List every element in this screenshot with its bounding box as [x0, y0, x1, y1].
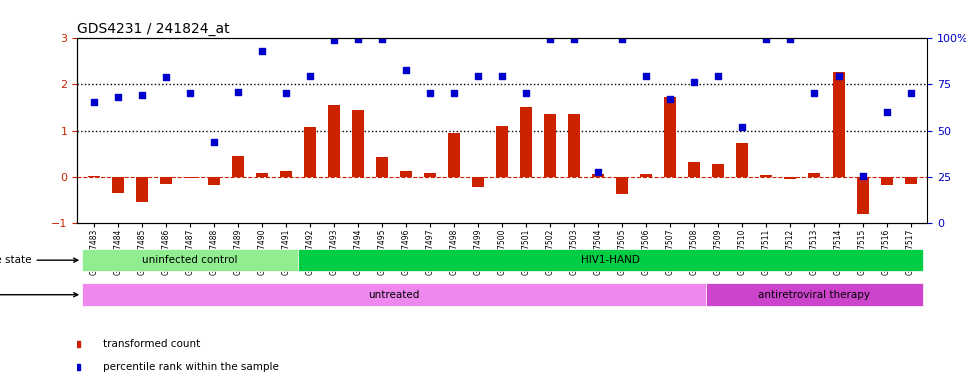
Point — [231, 89, 246, 95]
Bar — [592, 174, 605, 177]
Point — [207, 139, 222, 145]
Bar — [809, 173, 820, 177]
Bar — [328, 105, 340, 177]
Point — [879, 109, 895, 115]
Bar — [545, 114, 556, 177]
Bar — [640, 174, 652, 177]
Point — [590, 169, 606, 175]
Bar — [736, 144, 749, 177]
Point — [375, 36, 390, 42]
Bar — [88, 176, 100, 177]
Point — [70, 364, 85, 370]
Point — [134, 91, 150, 98]
Bar — [833, 71, 844, 177]
FancyBboxPatch shape — [82, 249, 298, 271]
Bar — [689, 162, 700, 177]
Point — [158, 74, 174, 80]
FancyBboxPatch shape — [706, 283, 923, 306]
Bar — [400, 171, 412, 177]
Point — [903, 90, 919, 96]
Point — [639, 73, 654, 79]
Point — [446, 90, 462, 96]
Bar — [376, 157, 388, 177]
Bar — [112, 177, 124, 193]
Text: uninfected control: uninfected control — [142, 255, 238, 265]
Point — [183, 90, 198, 96]
Bar — [136, 177, 148, 202]
Text: disease state: disease state — [0, 255, 77, 265]
Point — [399, 67, 414, 73]
Point — [687, 79, 702, 85]
Text: untreated: untreated — [369, 290, 420, 300]
Text: HIV1-HAND: HIV1-HAND — [581, 255, 639, 265]
Bar — [208, 177, 220, 185]
Bar — [616, 177, 629, 194]
Bar — [521, 107, 532, 177]
Bar — [304, 127, 316, 177]
Text: GDS4231 / 241824_at: GDS4231 / 241824_at — [77, 22, 230, 36]
Point — [758, 36, 774, 42]
Bar — [881, 177, 893, 185]
Point — [735, 124, 751, 130]
Bar — [665, 98, 676, 177]
Point — [663, 96, 678, 102]
Text: antiretroviral therapy: antiretroviral therapy — [758, 290, 870, 300]
Bar — [353, 110, 364, 177]
Text: transformed count: transformed count — [102, 339, 200, 349]
Point — [495, 73, 510, 79]
Bar — [784, 177, 797, 179]
Point — [110, 94, 126, 101]
Bar — [760, 175, 773, 177]
Bar — [160, 177, 172, 184]
Bar — [713, 164, 724, 177]
Bar — [256, 173, 269, 177]
Point — [807, 90, 822, 96]
Point — [519, 90, 534, 96]
Point — [543, 36, 558, 42]
Point — [614, 36, 630, 42]
Point — [254, 48, 270, 55]
Point — [278, 90, 294, 96]
Point — [351, 36, 366, 42]
Point — [327, 37, 342, 43]
Bar — [232, 156, 244, 177]
Point — [86, 99, 101, 105]
Point — [782, 36, 798, 42]
Bar — [857, 177, 868, 214]
Bar — [448, 133, 460, 177]
Point — [831, 73, 846, 79]
Text: percentile rank within the sample: percentile rank within the sample — [102, 362, 278, 372]
Point — [470, 73, 486, 79]
Point — [567, 36, 582, 42]
Text: agent: agent — [0, 290, 77, 300]
Point — [855, 173, 870, 179]
Point — [302, 73, 318, 79]
Bar — [280, 171, 292, 177]
Point — [70, 341, 85, 347]
Bar — [472, 177, 484, 187]
Point — [711, 73, 726, 79]
Bar — [568, 114, 581, 177]
FancyBboxPatch shape — [82, 283, 706, 306]
Bar — [424, 173, 437, 177]
Bar — [904, 177, 917, 184]
Point — [422, 90, 438, 96]
FancyBboxPatch shape — [298, 249, 923, 271]
Bar — [497, 126, 508, 177]
